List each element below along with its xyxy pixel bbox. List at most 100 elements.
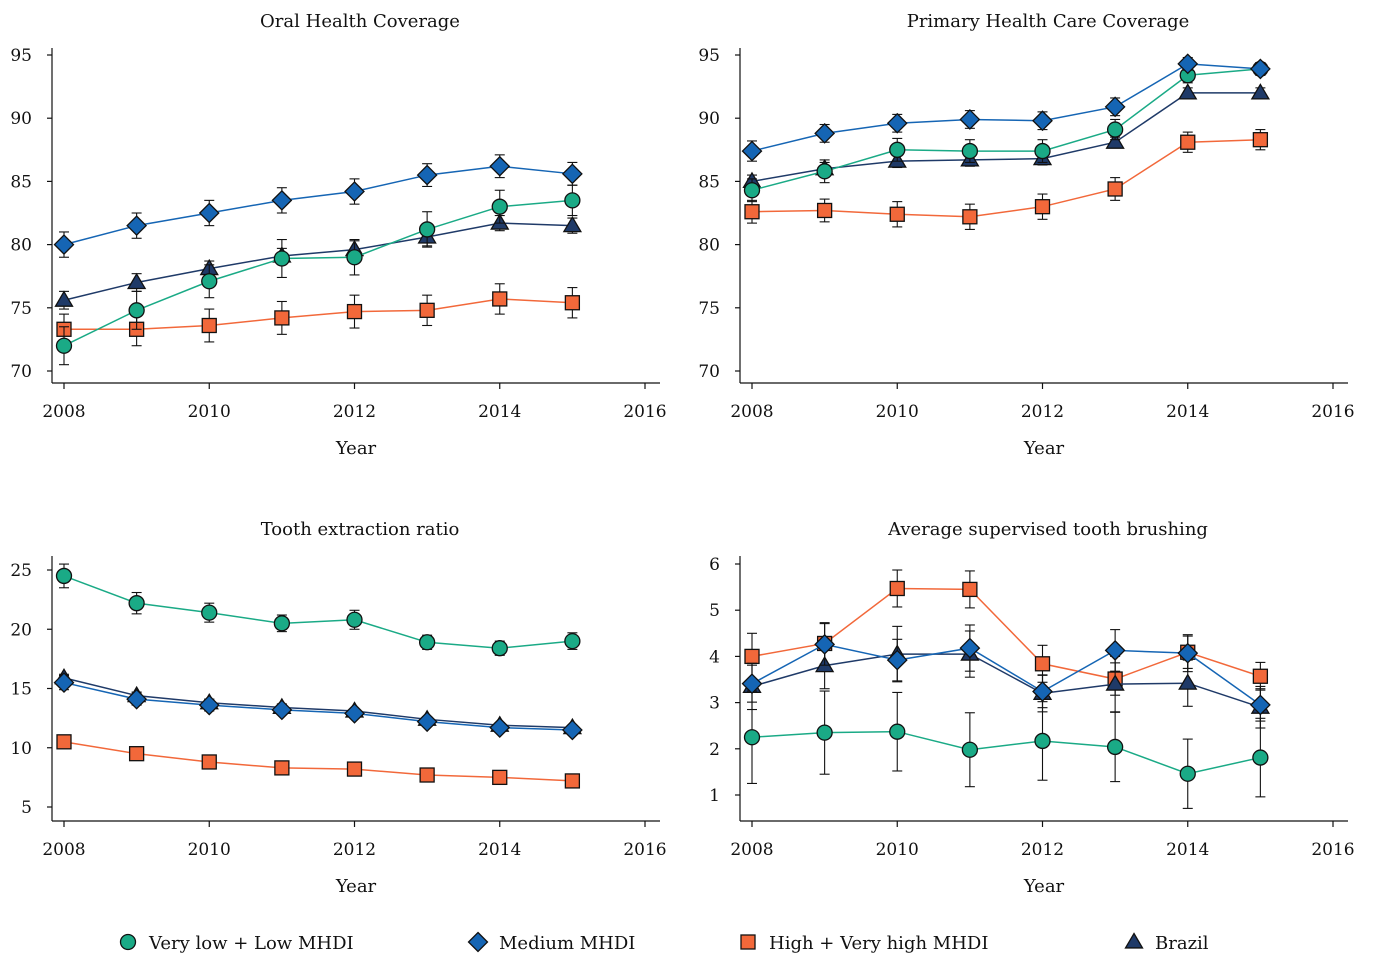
series-line [751,730,1261,775]
data-point [491,640,508,657]
data-point [962,581,978,598]
data-point [1252,132,1269,148]
data-point [1107,181,1123,197]
data-point [128,302,145,319]
x-axis-title: Year [335,876,377,897]
data-point [346,303,363,320]
data-point [346,761,363,777]
chart-title: Oral Health Coverage [260,11,460,32]
x-tick-label: 2014 [1166,402,1209,422]
y-tick-label: 5 [21,798,32,818]
data-point [561,719,583,741]
y-tick-label: 70 [10,362,32,382]
y-tick-label: 80 [10,236,32,256]
legend-label: High + Very high MHDI [769,933,988,954]
data-point [1249,58,1271,80]
y-tick-label: 75 [10,299,32,319]
data-point [743,729,761,746]
y-tick-label: 90 [698,109,720,129]
data-point [1034,656,1051,672]
y-tick-label: 95 [10,46,32,66]
data-point [56,734,72,750]
data-point [128,595,145,612]
x-tick-label: 2014 [1166,840,1209,860]
x-tick-label: 2016 [1311,402,1354,422]
data-point [198,202,220,224]
series-line [751,587,1261,680]
data-point [416,164,438,186]
x-tick-label: 2016 [1311,840,1354,860]
x-tick-label: 2010 [876,840,919,860]
data-point [961,741,979,758]
y-tick-label: 90 [10,109,32,129]
y-tick-label: 95 [698,46,720,66]
x-tick-label: 2010 [188,402,231,422]
legend-label: Very low + Low MHDI [148,933,354,954]
data-point [1178,83,1198,100]
data-point [1034,142,1051,160]
chart-panel-2: Primary Health Care Coverage 70 75 80 85 90 95… [698,11,1354,459]
series-medium-mhdi [53,672,583,741]
series-line [63,165,573,246]
data-point [816,163,833,180]
data-point [1177,642,1199,664]
data-point [1032,110,1053,132]
x-tick-label: 2008 [42,402,85,422]
y-tick-label: 85 [698,172,720,192]
chart-panel-3: Tooth extraction ratio 5 10 15 20 25 2008 2010 2… [10,519,666,897]
data-point [55,567,73,585]
series-line [63,681,573,731]
data-point [1104,639,1126,661]
data-point [814,633,836,655]
legend-marker-triangle [1124,932,1144,949]
series-line [63,677,573,729]
data-point [489,155,511,177]
data-point [1252,749,1269,766]
data-point [744,204,760,220]
data-point [54,290,74,307]
legend-marker-circle [119,933,137,951]
data-point [961,142,979,160]
series-line [63,741,573,782]
data-point [419,302,435,318]
data-point [201,754,217,770]
data-point [1105,674,1125,691]
data-point [959,109,981,130]
series-line [751,653,1261,708]
data-point [198,694,220,716]
data-point [741,673,763,695]
series-line [751,63,1261,152]
data-point [55,337,73,354]
data-point [1249,694,1271,716]
series-line [63,222,573,301]
data-point [1180,134,1196,150]
legend-item: Medium MHDI [467,931,635,954]
x-axis-title: Year [335,438,377,459]
series-line [63,199,573,347]
data-point [416,711,438,733]
x-axis-title: Year [1023,438,1065,459]
series-line [751,68,1261,191]
x-tick-label: 2012 [1021,840,1064,860]
y-tick-label: 80 [698,236,720,256]
series-very-low-low-mhdi [55,184,581,366]
data-point [1104,96,1126,118]
x-tick-label: 2016 [623,840,666,860]
legend-item: Very low + Low MHDI [119,933,354,954]
chart-title: Tooth extraction ratio [261,519,460,540]
data-point [886,649,908,671]
data-point [889,580,905,597]
data-point [741,140,763,162]
x-tick-label: 2008 [730,840,773,860]
x-tick-label: 2014 [478,840,521,860]
data-point [128,746,145,762]
data-point [201,317,217,334]
data-point [889,141,906,158]
legend-item: High + Very high MHDI [740,933,988,954]
y-tick-label: 20 [10,620,32,640]
data-point [889,206,905,222]
data-point [562,215,583,233]
y-tick-label: 2 [709,740,720,760]
x-tick-label: 2010 [876,402,919,422]
data-point [346,611,363,628]
